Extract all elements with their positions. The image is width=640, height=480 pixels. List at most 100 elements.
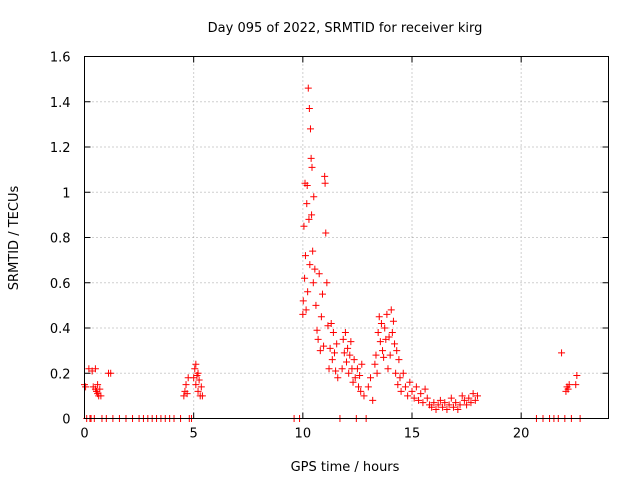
data-point xyxy=(306,125,314,133)
x-tick-label: 5 xyxy=(190,427,198,442)
data-point xyxy=(357,387,365,395)
data-point xyxy=(299,297,307,305)
data-point xyxy=(364,383,372,391)
data-point xyxy=(309,247,317,255)
data-point xyxy=(312,301,320,309)
data-point xyxy=(332,367,340,375)
data-point xyxy=(308,211,316,219)
data-point xyxy=(573,372,581,380)
plot-area-frame xyxy=(84,56,609,419)
data-point xyxy=(454,405,462,413)
data-point xyxy=(304,84,312,92)
data-point xyxy=(311,265,319,273)
data-point xyxy=(299,310,307,318)
data-point xyxy=(387,306,395,314)
data-point xyxy=(389,317,397,325)
data-point xyxy=(309,279,317,287)
data-point xyxy=(333,340,341,348)
y-tick-label: 0 xyxy=(62,413,70,428)
data-point xyxy=(329,329,337,337)
axis-ticks: 0 5 10 15 20 0 0.2 0.4 0.6 0.8 1 1.2 1.4 1.6 xyxy=(50,51,609,442)
data-point xyxy=(339,335,347,343)
data-point xyxy=(340,349,348,357)
data-point xyxy=(303,200,311,208)
data-point xyxy=(572,381,580,389)
y-tick-label: 1.6 xyxy=(50,51,71,66)
data-point xyxy=(436,396,444,404)
data-point xyxy=(97,392,105,400)
data-point xyxy=(565,381,573,389)
data-point xyxy=(341,329,349,337)
data-point xyxy=(307,154,315,162)
grid-lines xyxy=(84,56,609,419)
data-point xyxy=(316,347,324,355)
data-point xyxy=(367,374,375,382)
data-point xyxy=(322,229,330,237)
data-point xyxy=(360,392,368,400)
data-point xyxy=(314,335,322,343)
data-point xyxy=(401,383,409,391)
data-point xyxy=(315,270,323,278)
data-point xyxy=(313,326,321,334)
data-point xyxy=(338,365,346,373)
data-point xyxy=(404,392,412,400)
data-point xyxy=(564,385,572,393)
data-point xyxy=(310,193,318,201)
data-point xyxy=(406,378,414,386)
data-point xyxy=(91,365,99,373)
data-point xyxy=(301,274,309,282)
x-axis-label: GPS time / hours xyxy=(291,460,400,475)
y-axis-label: SRMTID / TECUs xyxy=(7,186,22,291)
data-point xyxy=(302,306,310,314)
data-point xyxy=(384,365,392,373)
data-points xyxy=(81,84,584,422)
y-tick-label: 1 xyxy=(62,186,70,201)
data-point xyxy=(558,349,566,357)
data-point xyxy=(471,396,479,404)
x-tick-label: 10 xyxy=(295,427,312,442)
data-point xyxy=(469,390,477,398)
data-point xyxy=(308,163,316,171)
data-point xyxy=(82,383,90,391)
data-point xyxy=(349,378,357,386)
data-point xyxy=(96,385,104,393)
x-tick-label: 0 xyxy=(80,427,88,442)
chart-title: Day 095 of 2022, SRMTID for receiver kir… xyxy=(208,21,483,36)
data-point xyxy=(376,338,384,346)
data-point xyxy=(346,351,354,359)
data-point xyxy=(419,399,427,407)
data-point xyxy=(305,105,313,113)
y-tick-label: 0.6 xyxy=(50,277,71,292)
data-point xyxy=(463,401,471,409)
data-point xyxy=(304,288,312,296)
data-point xyxy=(428,403,436,411)
data-point xyxy=(344,344,352,352)
data-point xyxy=(421,385,429,393)
data-point xyxy=(191,365,199,373)
data-point xyxy=(356,372,364,380)
data-point xyxy=(452,399,460,407)
data-point xyxy=(330,349,338,357)
data-point xyxy=(358,360,366,368)
data-point xyxy=(465,394,473,402)
data-point xyxy=(392,369,400,377)
data-point xyxy=(371,360,379,368)
data-point xyxy=(445,401,453,409)
data-point xyxy=(397,387,405,395)
data-point xyxy=(394,381,402,389)
data-point xyxy=(321,172,329,180)
data-point xyxy=(383,310,391,318)
data-point xyxy=(306,261,314,269)
data-point xyxy=(412,383,420,391)
data-point xyxy=(434,401,442,409)
data-point xyxy=(385,333,393,341)
data-point xyxy=(350,356,358,364)
data-point xyxy=(347,338,355,346)
data-point xyxy=(377,319,385,327)
data-point xyxy=(379,347,387,355)
data-point xyxy=(192,381,200,389)
y-tick-label: 1.4 xyxy=(50,96,71,111)
data-point xyxy=(303,181,311,189)
data-point xyxy=(372,351,380,359)
